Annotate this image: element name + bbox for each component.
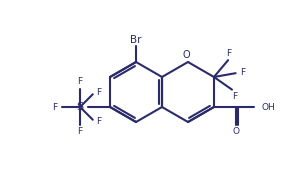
Text: O: O: [233, 127, 239, 136]
Text: O: O: [182, 50, 190, 60]
Text: F: F: [96, 117, 101, 126]
Text: F: F: [240, 68, 245, 77]
Text: OH: OH: [262, 102, 276, 112]
Text: F: F: [96, 88, 101, 97]
Text: S: S: [76, 102, 84, 112]
Text: F: F: [53, 102, 58, 112]
Text: F: F: [78, 78, 83, 87]
Text: Br: Br: [130, 35, 142, 45]
Text: F: F: [233, 92, 238, 101]
Text: F: F: [226, 49, 232, 58]
Text: F: F: [78, 127, 83, 136]
